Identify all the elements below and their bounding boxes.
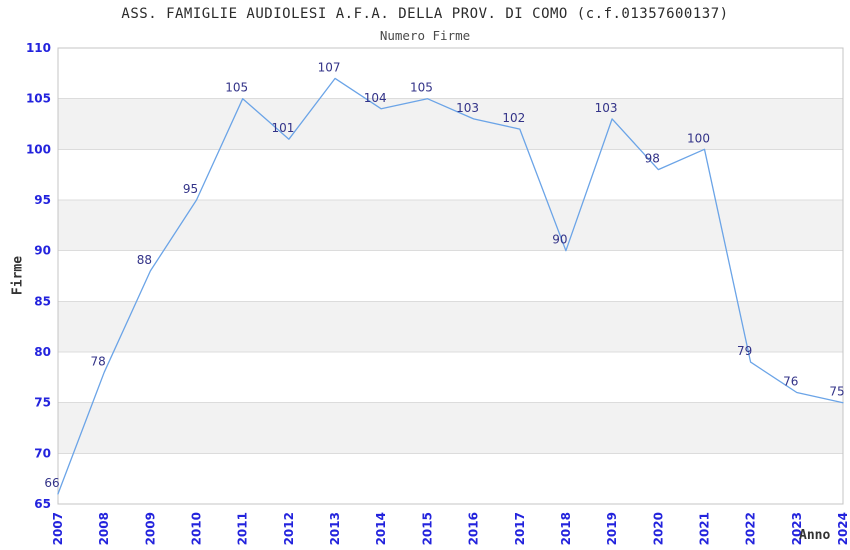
data-label: 98 [645,152,660,166]
data-label: 79 [737,344,752,358]
data-label: 76 [783,375,798,389]
x-tick-label: 2016 [467,512,481,545]
x-tick-label: 2014 [374,512,388,545]
x-tick-label: 2023 [790,512,804,545]
x-tick-label: 2010 [190,512,204,545]
x-tick-label: 2012 [282,512,296,545]
data-label: 105 [225,81,248,95]
x-tick-label: 2015 [420,512,434,545]
plot-band [58,402,843,454]
data-label: 66 [44,476,59,490]
plot-band [58,301,843,352]
x-tick-label: 2007 [51,512,65,545]
x-tick-label: 2019 [605,512,619,545]
x-tick-label: 2022 [744,512,758,545]
data-label: 107 [318,60,341,74]
data-label: 103 [595,101,618,115]
y-tick-label: 80 [34,345,51,359]
x-tick-label: 2009 [143,512,157,545]
y-tick-label: 100 [26,142,51,156]
data-label: 95 [183,182,198,196]
chart-title: ASS. FAMIGLIE AUDIOLESI A.F.A. DELLA PRO… [121,6,729,22]
data-label: 103 [456,101,479,115]
data-label: 75 [829,385,844,399]
y-tick-label: 75 [34,396,51,410]
x-tick-label: 2011 [236,512,250,545]
y-tick-label: 110 [26,41,51,55]
y-tick-label: 105 [26,92,51,106]
data-label: 105 [410,81,433,95]
y-tick-label: 85 [34,294,51,308]
data-label: 90 [552,233,567,247]
x-tick-label: 2018 [559,512,573,545]
x-tick-label: 2024 [836,512,850,545]
y-axis-title: Firme [10,255,26,296]
plot-band [58,200,843,251]
data-label: 104 [364,91,387,105]
y-tick-label: 95 [34,193,51,207]
data-label: 100 [687,131,710,145]
plot-frame [57,47,844,505]
data-label: 88 [137,253,152,267]
x-axis-title: Anno [799,528,831,543]
plot-band [58,98,843,150]
data-label: 101 [271,121,294,135]
x-tick-label: 2020 [651,512,665,545]
data-label: 102 [502,111,525,125]
x-tick-label: 2017 [513,512,527,545]
y-tick-label: 65 [34,497,51,511]
x-tick-label: 2021 [698,512,712,545]
series-line [57,77,844,495]
chart-subtitle: Numero Firme [379,28,471,43]
x-tick-label: 2013 [328,512,342,545]
y-tick-label: 70 [34,446,51,460]
data-label: 78 [91,354,106,368]
y-tick-label: 90 [34,244,51,258]
x-tick-label: 2008 [97,512,111,545]
